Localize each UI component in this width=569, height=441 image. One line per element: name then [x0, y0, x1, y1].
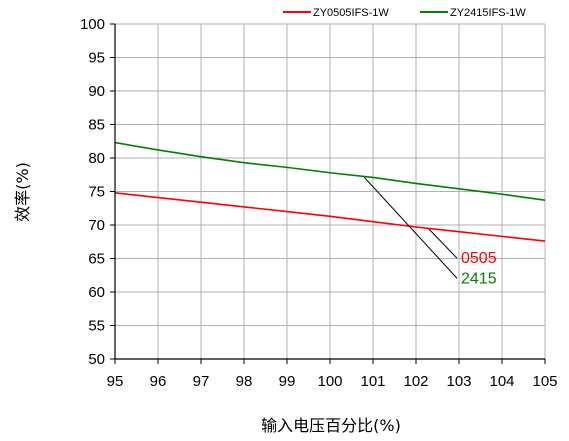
- x-tick-label: 103: [446, 373, 471, 390]
- x-axis-title: 输入电压百分比(%): [261, 416, 401, 435]
- x-tick-label: 95: [107, 373, 124, 390]
- x-tick-label: 96: [150, 373, 167, 390]
- y-tick-label: 65: [88, 251, 105, 268]
- y-tick-label: 100: [80, 16, 105, 33]
- x-tick-label: 97: [193, 373, 210, 390]
- annotation-label-0: 0505: [461, 250, 497, 267]
- y-tick-label: 85: [88, 117, 105, 134]
- series-lines: [114, 141, 546, 242]
- annotation-leader-1: [364, 177, 458, 279]
- annotations: 0505 2415: [364, 177, 497, 287]
- legend: ZY0505IFS-1W ZY2415IFS-1W: [283, 7, 526, 19]
- x-tick-label: 105: [532, 373, 557, 390]
- annotation-label-1: 2415: [461, 270, 497, 287]
- x-tick-label: 100: [317, 373, 342, 390]
- x-tick-label: 98: [236, 373, 253, 390]
- y-tick-label: 95: [88, 50, 105, 67]
- x-tick-label: 102: [403, 373, 428, 390]
- y-tick-label: 80: [88, 150, 105, 167]
- x-tick-label: 99: [279, 373, 296, 390]
- series-line-1: [114, 141, 546, 202]
- tick-labels: 95 96 97 98 99 100 101 102 103 104 105 50 55 60 65 70 75…: [80, 16, 558, 390]
- series-line-0: [114, 192, 546, 242]
- x-tick-label: 104: [489, 373, 514, 390]
- y-axis-title: 效率(%): [13, 162, 32, 222]
- axes: [110, 23, 546, 364]
- y-tick-label: 50: [88, 351, 105, 368]
- x-tick-label: 101: [360, 373, 385, 390]
- y-tick-label: 90: [88, 83, 105, 100]
- y-tick-label: 70: [88, 217, 105, 234]
- legend-label-0: ZY0505IFS-1W: [313, 7, 389, 19]
- legend-label-1: ZY2415IFS-1W: [450, 7, 526, 19]
- y-tick-label: 55: [88, 318, 105, 335]
- y-tick-label: 75: [88, 184, 105, 201]
- y-tick-label: 60: [88, 284, 105, 301]
- annotation-leader-0: [428, 228, 458, 259]
